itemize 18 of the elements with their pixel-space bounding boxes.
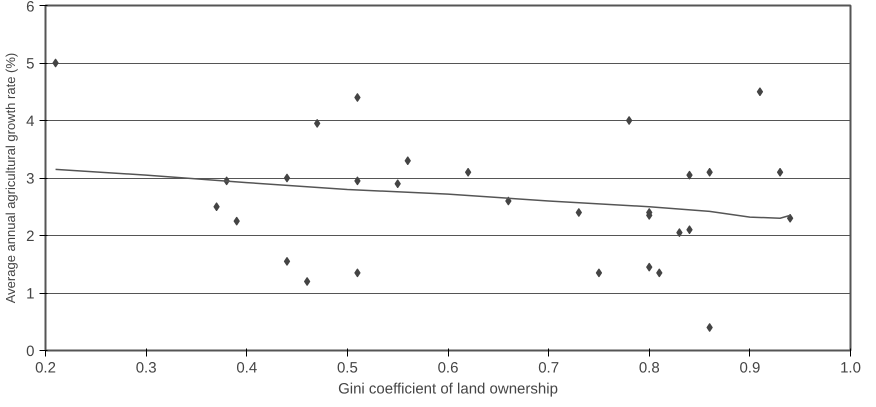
y-tick-label: 1 [26, 286, 34, 302]
x-tick-label: 1.0 [840, 360, 861, 376]
x-tick-label: 0.4 [236, 360, 258, 376]
y-axis-title: Average annual agricultural growth rate (%) [3, 52, 18, 304]
x-tick-label: 0.5 [336, 360, 358, 376]
x-tick-label: 0.7 [538, 360, 560, 376]
y-tick-label: 4 [26, 113, 34, 130]
x-tick-label: 0.8 [638, 360, 660, 376]
y-tick-label: 5 [26, 56, 34, 72]
y-tick-label: 0 [26, 343, 34, 360]
x-tick-label: 0.9 [739, 360, 760, 376]
x-tick-label: 0.3 [136, 360, 157, 376]
y-tick-label: 3 [26, 170, 34, 188]
x-tick-label: 0.6 [438, 360, 458, 376]
y-tick-label: 2 [26, 228, 34, 245]
x-tick-label: 0.2 [35, 360, 56, 376]
x-axis-title: Gini coefficient of land ownership [338, 380, 558, 398]
y-tick-label: 6 [26, 0, 34, 16]
